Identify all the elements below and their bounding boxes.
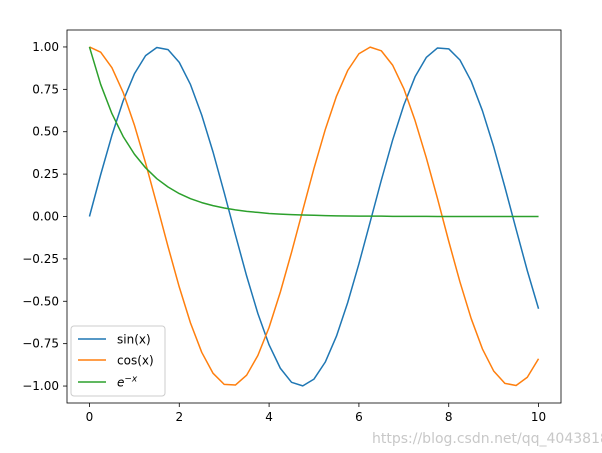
plot-area: 0 2 4 6 8 10 1.00 0.75 0.50 0.25 0.00 −0.25 −0.50 −0.…: [22, 29, 562, 424]
series-line-sin: [88, 46, 540, 387]
series-line-exp: [88, 46, 539, 218]
legend-label-cos: cos(x): [117, 354, 154, 368]
y-tick-label: 0.00: [32, 210, 59, 224]
y-tick-label: −1.00: [22, 379, 59, 393]
y-tick-label: −0.75: [22, 337, 59, 351]
y-tick-label: 1.00: [32, 40, 59, 54]
x-tick-label: 8: [445, 410, 453, 424]
legend-label-sin: sin(x): [117, 333, 151, 347]
x-tick-label: 2: [175, 410, 183, 424]
x-tick-label: 0: [86, 410, 94, 424]
legend-label-exp-sup: −x: [124, 375, 138, 385]
x-tick-label: 10: [531, 410, 546, 424]
legend-label-exp: e−x: [117, 375, 138, 390]
y-tick-label: −0.25: [22, 252, 59, 266]
series-line-cos: [89, 46, 540, 387]
y-tick-label: 0.25: [32, 167, 59, 181]
x-tick-label: 4: [265, 410, 273, 424]
legend: sin(x) cos(x) e−x: [70, 325, 166, 397]
legend-label-exp-base: e: [117, 376, 124, 390]
x-tick-label: 6: [355, 410, 363, 424]
watermark: https://blog.csdn.net/qq_4043818: [372, 431, 602, 447]
legend-frame: [70, 325, 166, 397]
y-tick-label: 0.75: [32, 82, 59, 96]
y-tick-label: −0.50: [22, 294, 59, 308]
y-tick-label: 0.50: [32, 125, 59, 139]
